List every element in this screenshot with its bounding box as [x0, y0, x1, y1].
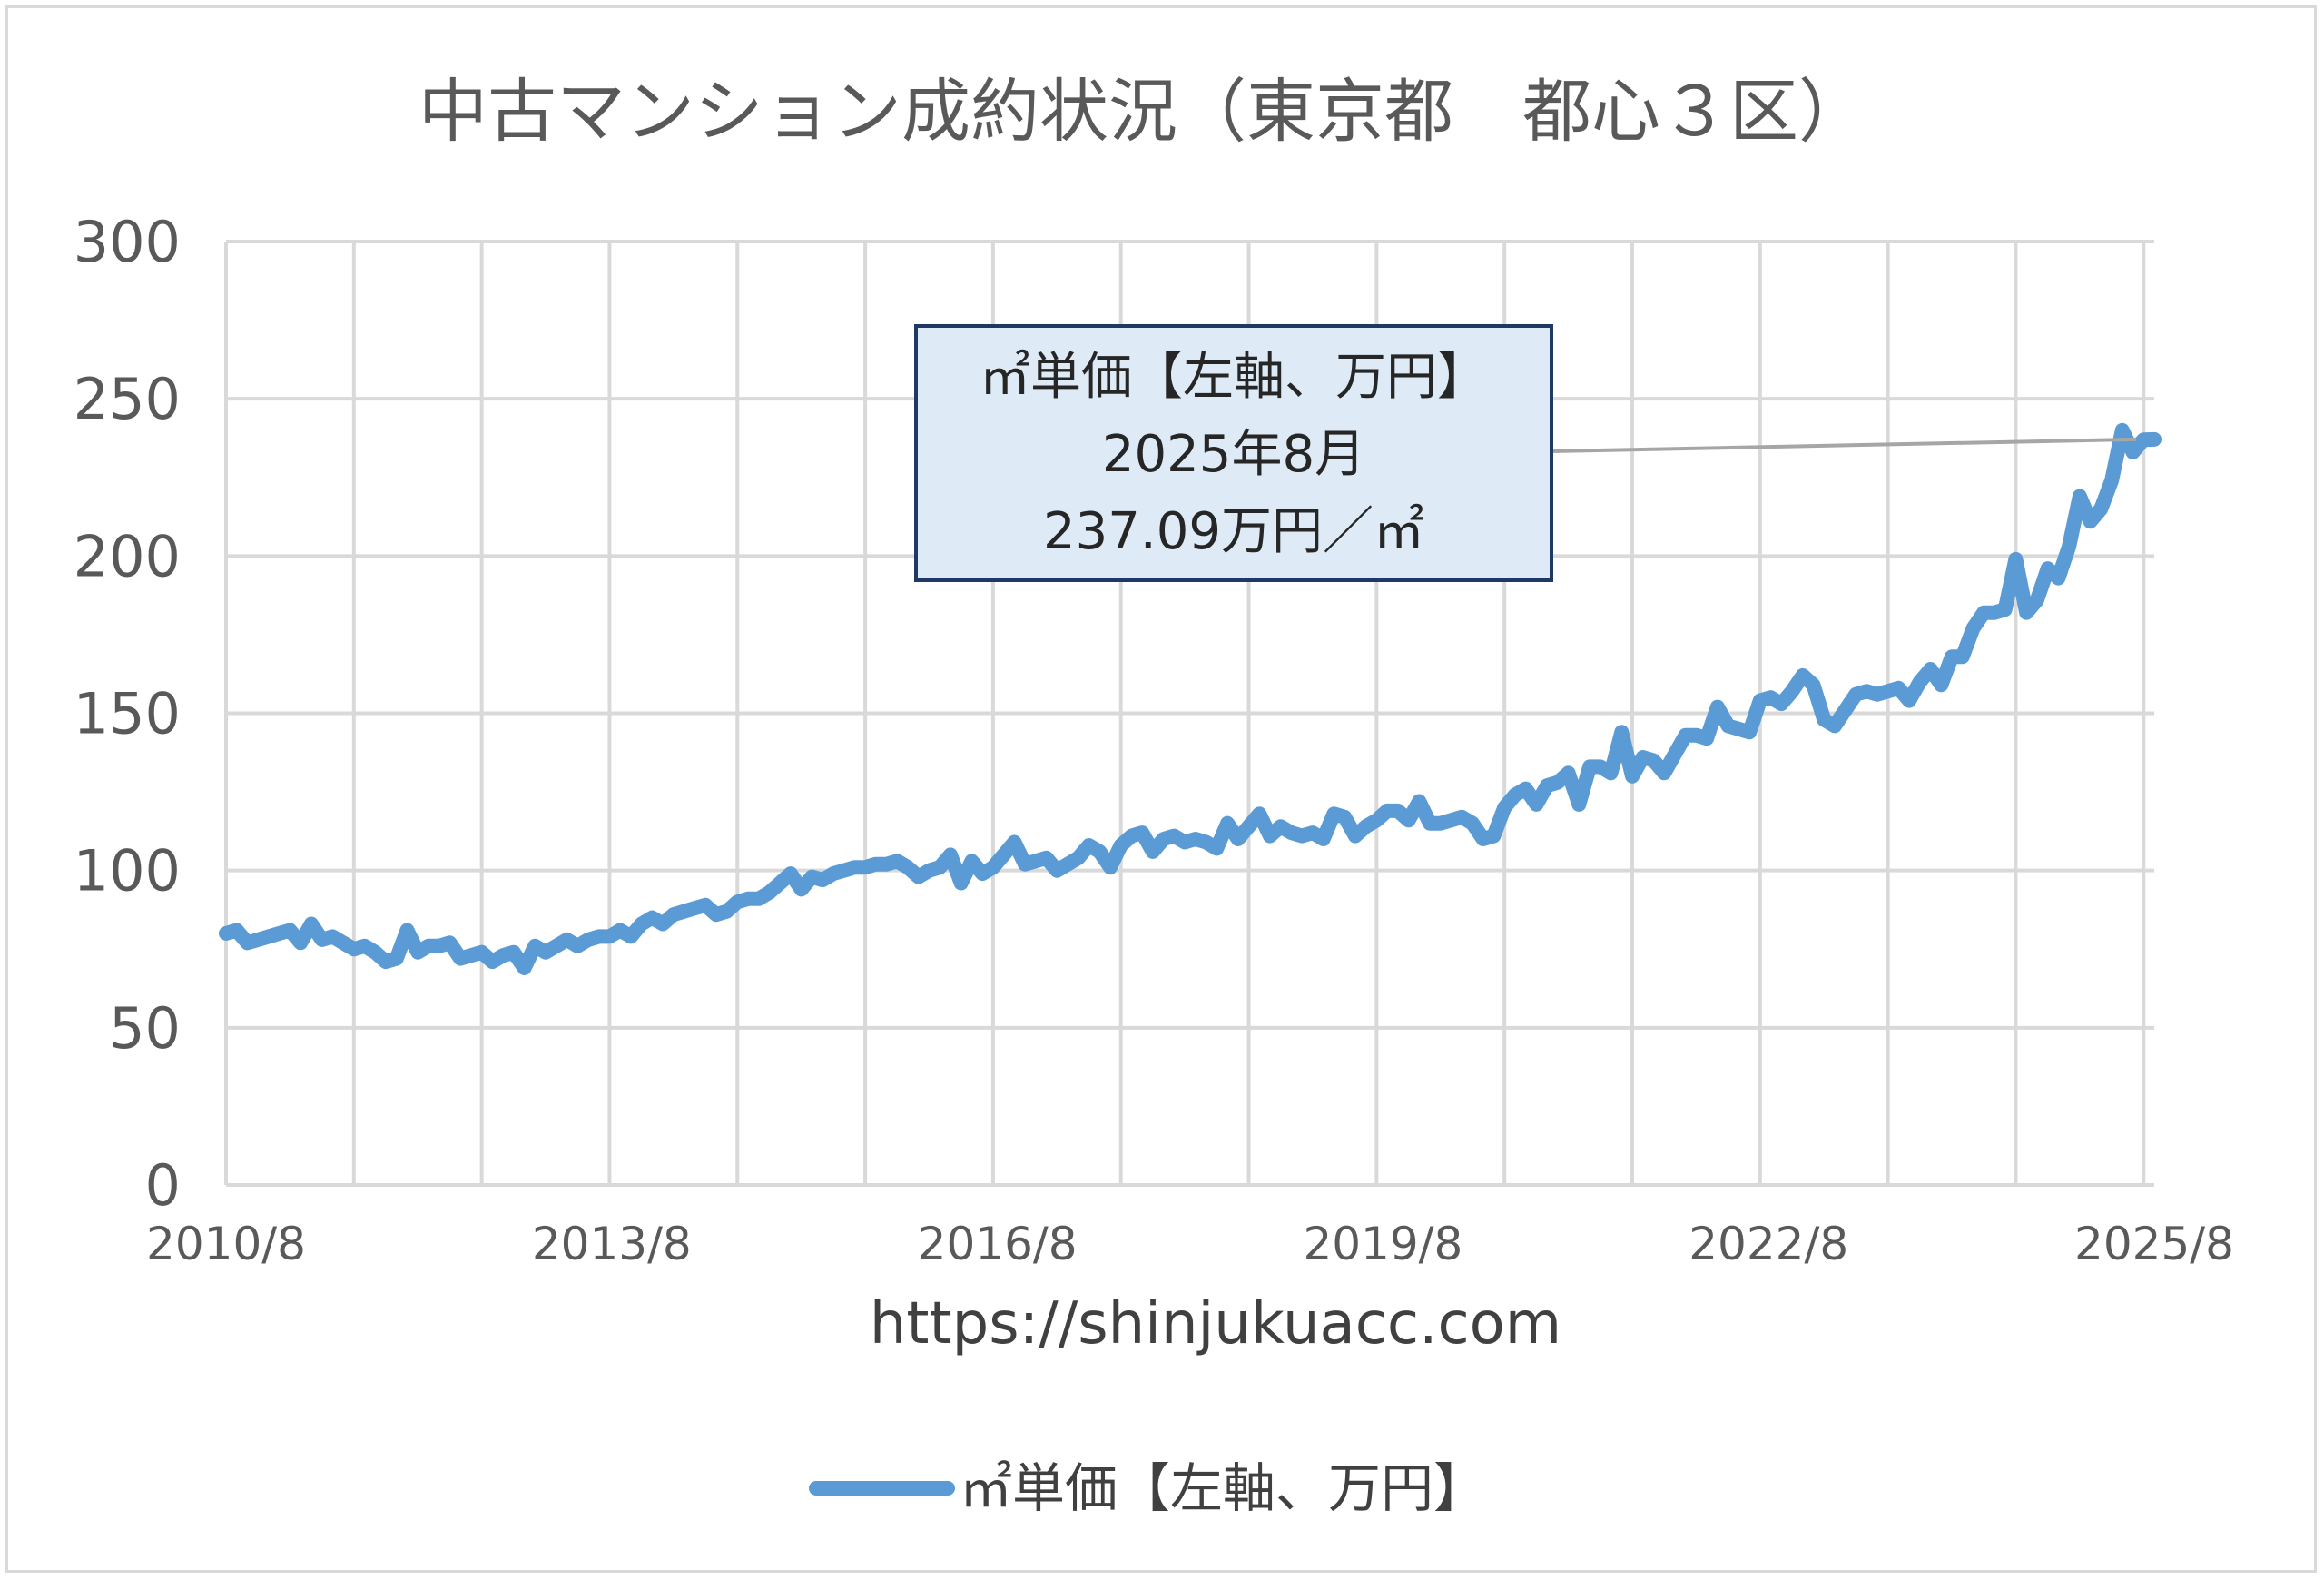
gridlines: [224, 240, 2154, 1187]
callout-line-1: ㎡単価【左軸、万円】: [980, 348, 1488, 407]
series-layer: [219, 422, 2162, 975]
x-tick-label: 2025/8: [2074, 1218, 2234, 1270]
x-tick-label: 2016/8: [918, 1218, 1078, 1270]
axes: 0 50 100 150 200 250 300 2010/8 2013/8 2016/8 2019…: [74, 209, 2234, 1270]
legend: ㎡単価【左軸、万円】: [809, 1457, 1486, 1519]
callout-line-2: 2025年8月: [1102, 425, 1365, 484]
y-tick-label: 150: [74, 681, 181, 747]
callout-leader-line: [1551, 437, 2137, 453]
chart-title: 中古マンション成約状況（東京都 都心３区）: [419, 71, 1867, 152]
source-url: https://shinjukuacc.com: [870, 1290, 1561, 1358]
y-tick-label: 200: [74, 523, 181, 589]
y-tick-label: 0: [145, 1152, 181, 1219]
x-tick-label: 2010/8: [146, 1218, 306, 1270]
series-line-price-per-sqm: [219, 422, 2162, 975]
data-callout: ㎡単価【左軸、万円】 2025年8月 237.09万円／㎡: [914, 324, 2137, 582]
y-tick-label: 300: [74, 209, 181, 275]
x-tick-label: 2022/8: [1689, 1218, 1848, 1270]
x-tick-label: 2013/8: [532, 1218, 692, 1270]
legend-label: ㎡単価【左軸、万円】: [960, 1457, 1486, 1519]
chart-frame: 中古マンション成約状況（東京都 都心３区） 0 50 100 150 200 250 300…: [5, 5, 2317, 1573]
y-tick-label: 100: [74, 838, 181, 904]
y-tick-label: 50: [109, 995, 181, 1062]
x-tick-label: 2019/8: [1303, 1218, 1462, 1270]
line-chart: 中古マンション成約状況（東京都 都心３区） 0 50 100 150 200 250 300…: [74, 71, 2234, 1519]
callout-line-3: 237.09万円／㎡: [1043, 502, 1424, 561]
y-tick-label: 250: [74, 366, 181, 432]
callout-box: [914, 324, 1553, 582]
